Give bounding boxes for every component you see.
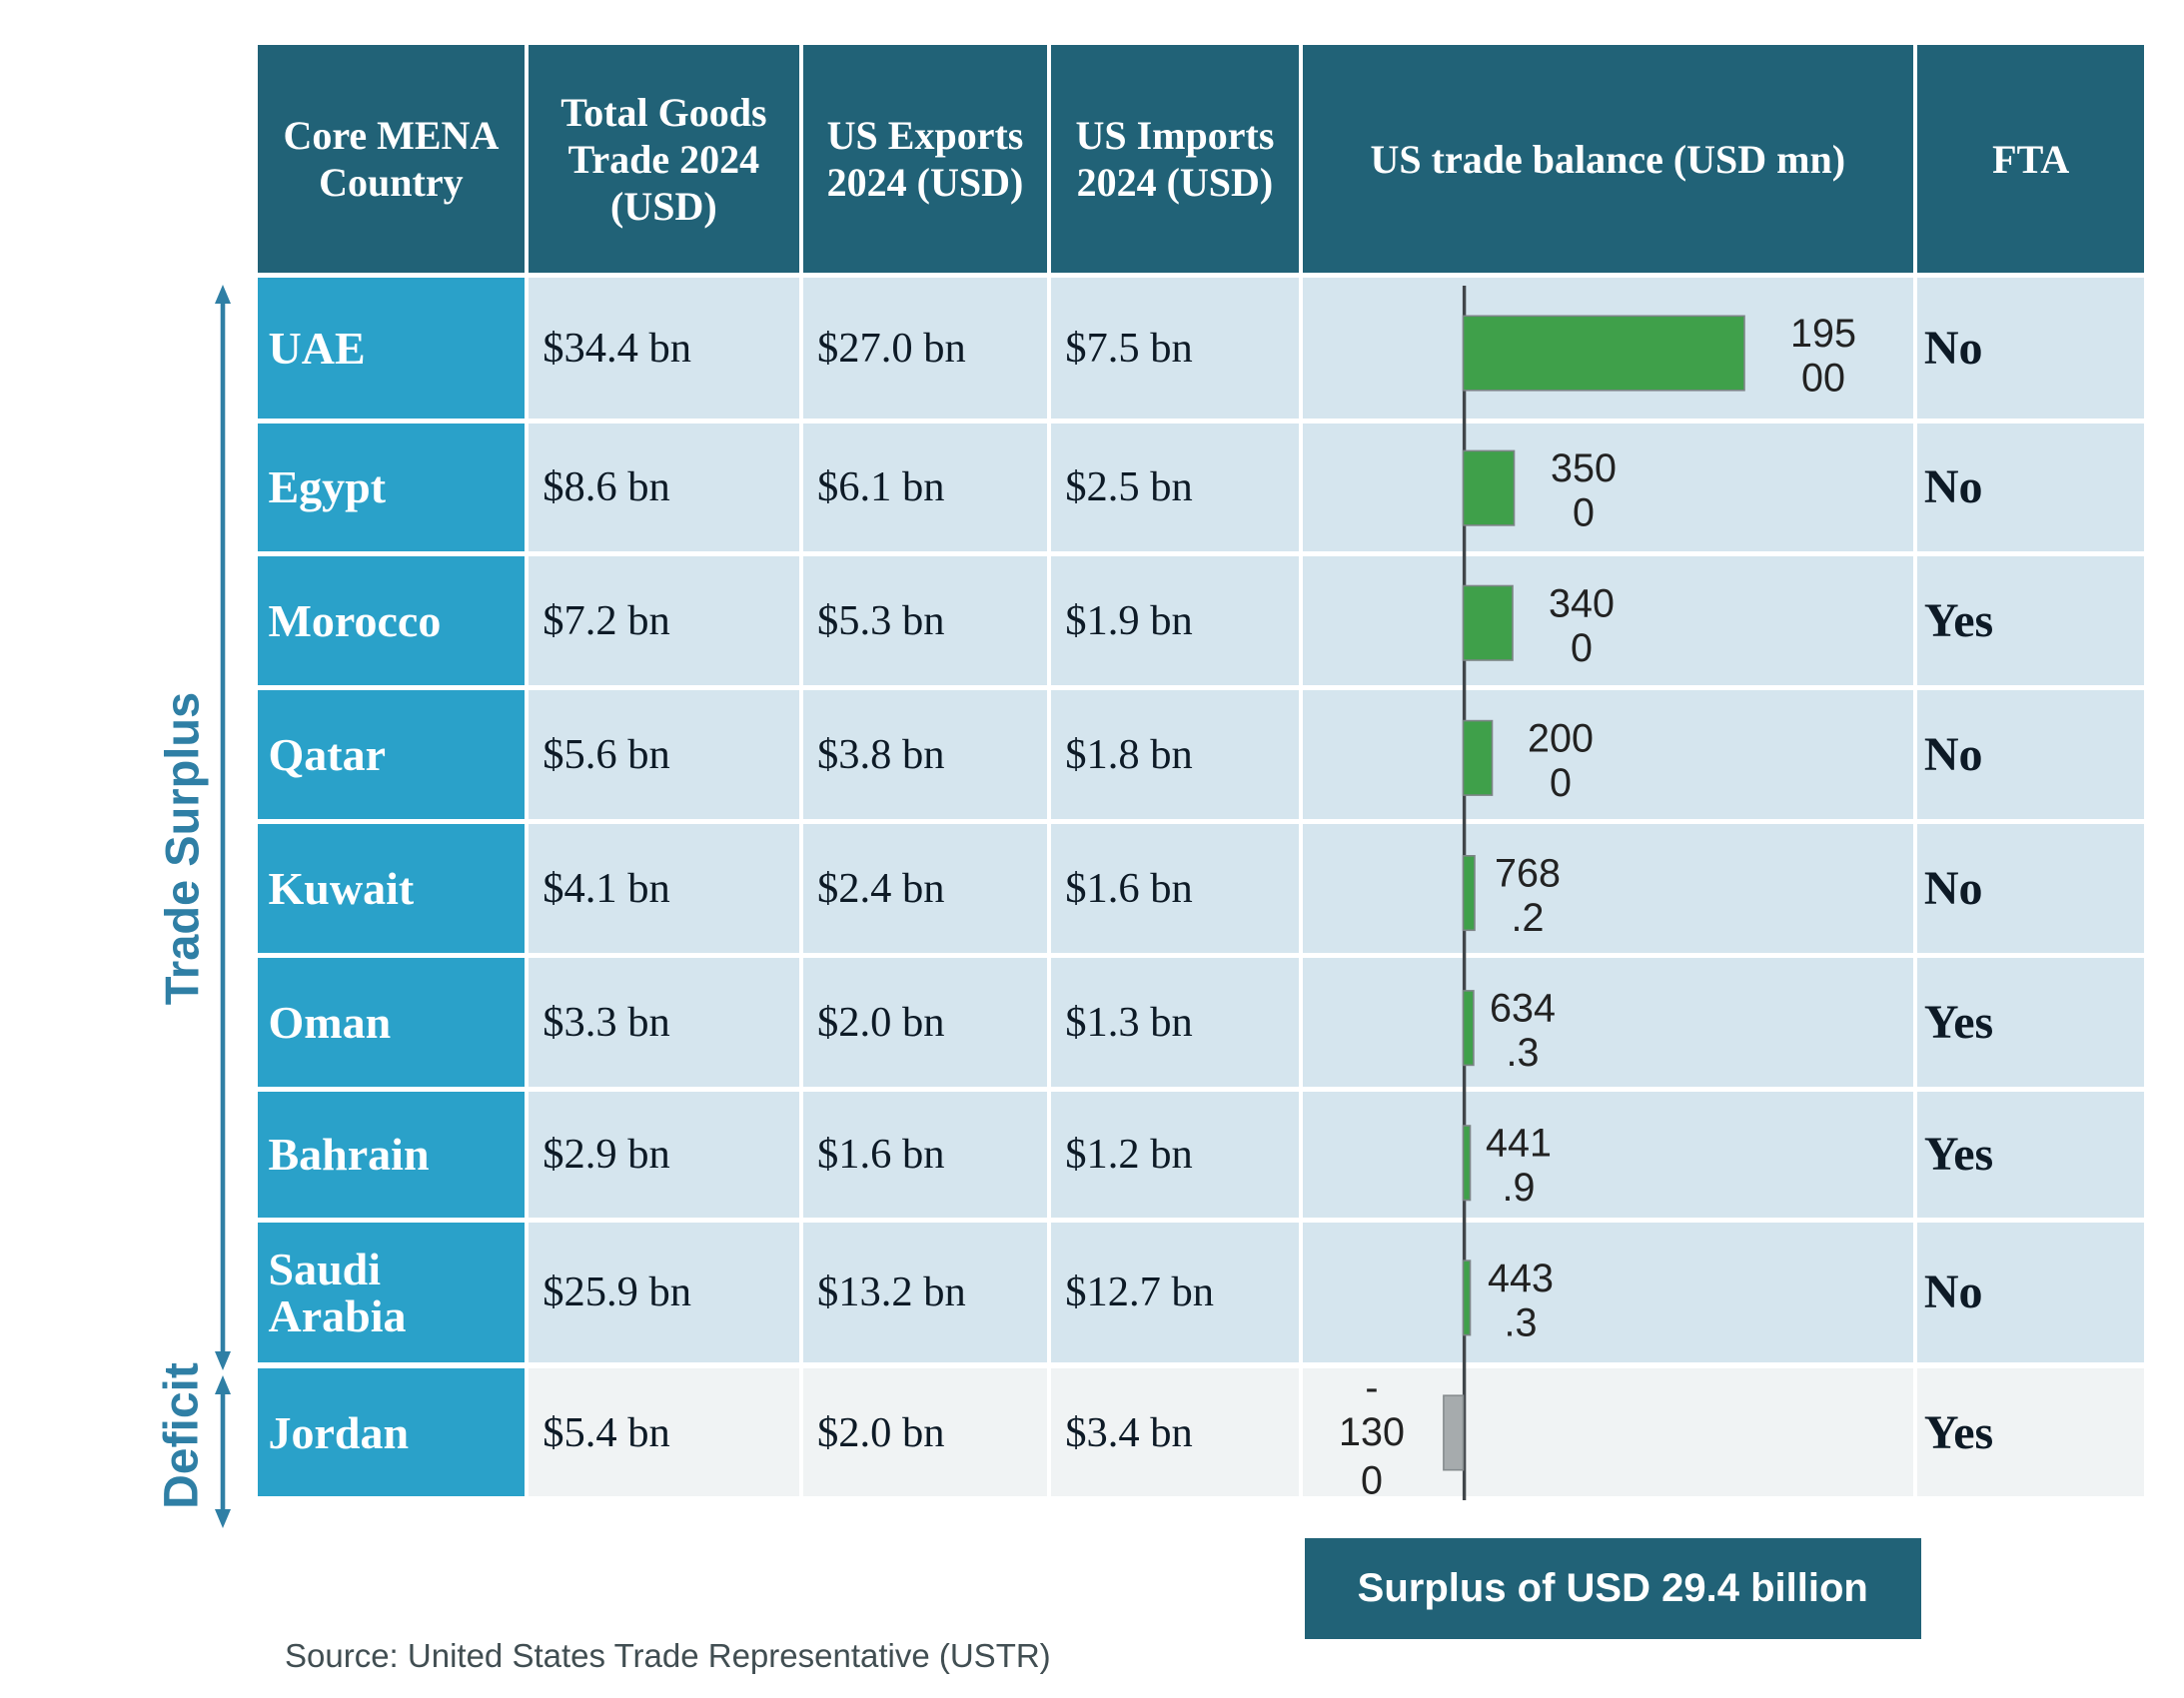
svg-text:0: 0	[1571, 626, 1593, 670]
svg-text:195: 195	[1790, 312, 1856, 356]
svg-text:200: 200	[1528, 716, 1594, 760]
svg-text:0: 0	[1361, 1458, 1383, 1502]
svg-text:.3: .3	[1507, 1031, 1540, 1075]
svg-text:768: 768	[1495, 852, 1561, 896]
svg-text:-: -	[1365, 1365, 1378, 1409]
svg-text:00: 00	[1801, 357, 1845, 401]
svg-text:350: 350	[1551, 446, 1617, 490]
svg-text:.9: .9	[1503, 1166, 1536, 1210]
svg-text:441: 441	[1486, 1122, 1552, 1166]
svg-text:.3: .3	[1505, 1300, 1538, 1344]
svg-text:.2: .2	[1512, 896, 1545, 940]
svg-text:443: 443	[1488, 1257, 1554, 1300]
svg-text:0: 0	[1550, 761, 1572, 805]
svg-text:634: 634	[1490, 987, 1556, 1031]
svg-text:0: 0	[1573, 491, 1595, 535]
svg-text:340: 340	[1549, 581, 1615, 625]
svg-text:130: 130	[1339, 1410, 1405, 1454]
